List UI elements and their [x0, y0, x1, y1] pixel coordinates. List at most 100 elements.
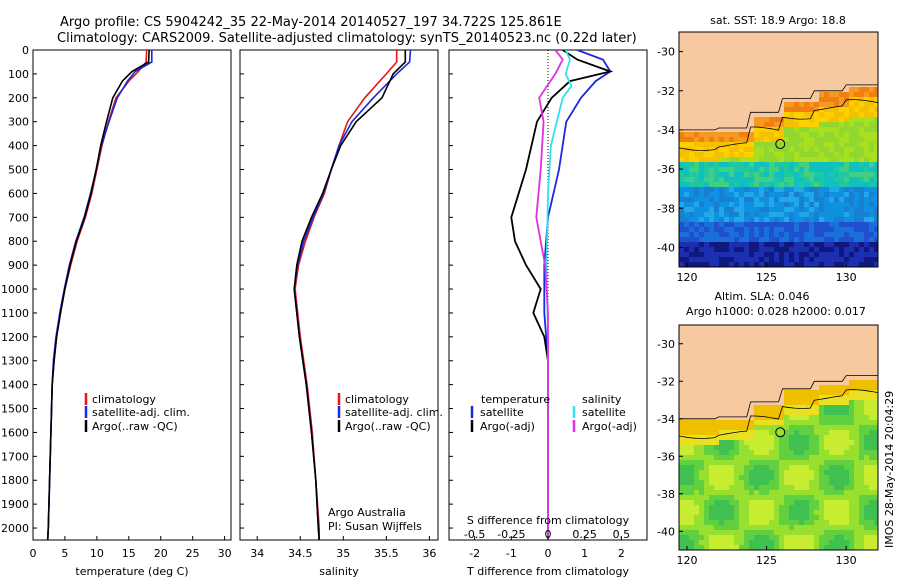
map-cell [794, 197, 799, 202]
map-cell [769, 360, 774, 365]
map-cell [779, 132, 784, 137]
map-cell [689, 505, 694, 510]
map-cell [724, 32, 729, 37]
map-cell [854, 410, 859, 415]
map-cell [754, 92, 759, 97]
map-cell [689, 187, 694, 192]
map-cell [849, 335, 854, 340]
map-cell [774, 192, 779, 197]
map-cell [714, 232, 719, 237]
map-cell [804, 360, 809, 365]
map-cell [739, 495, 744, 500]
map-cell [809, 485, 814, 490]
map-cell [834, 375, 839, 380]
map-cell [779, 242, 784, 247]
map-cell [759, 400, 764, 405]
map-cell [689, 167, 694, 172]
map-cell [809, 370, 814, 375]
map-cell [709, 500, 714, 505]
map-cell [704, 535, 709, 540]
map-cell [759, 227, 764, 232]
map-cell [814, 325, 819, 330]
map-cell [839, 350, 844, 355]
map-cell [859, 162, 864, 167]
map-cell [839, 202, 844, 207]
map-cell [754, 410, 759, 415]
map-cell [744, 32, 749, 37]
map-cell [794, 435, 799, 440]
map-cell [789, 187, 794, 192]
map-cell [819, 102, 824, 107]
map-cell [694, 460, 699, 465]
map-cell [794, 52, 799, 57]
map-cell [779, 217, 784, 222]
map-cell [799, 67, 804, 72]
map-cell [764, 450, 769, 455]
map-cell [719, 242, 724, 247]
map-cell [739, 355, 744, 360]
map-cell [729, 37, 734, 42]
map-cell [689, 450, 694, 455]
map-cell [714, 87, 719, 92]
map-cell [734, 32, 739, 37]
map-cell [849, 112, 854, 117]
map-cell [749, 500, 754, 505]
map-cell [834, 82, 839, 87]
map-cell [744, 82, 749, 87]
map-cell [779, 485, 784, 490]
map-cell [709, 515, 714, 520]
map-cell [769, 450, 774, 455]
map-cell [809, 242, 814, 247]
map-cell [744, 430, 749, 435]
map-cell [779, 460, 784, 465]
map-cell [804, 172, 809, 177]
map-cell [839, 87, 844, 92]
map-cell [724, 122, 729, 127]
map-cell [689, 375, 694, 380]
map-cell [714, 520, 719, 525]
map-cell [684, 137, 689, 142]
map-cell [829, 540, 834, 545]
map-cell [814, 87, 819, 92]
sla-map-subtitle: Argo h1000: 0.028 h2000: 0.017 [686, 305, 866, 318]
map-cell [864, 117, 869, 122]
temperature-legend: climatology satellite-adj. clim. Argo(..… [84, 393, 190, 433]
map-cell [694, 232, 699, 237]
map-cell [769, 227, 774, 232]
map-cell [844, 52, 849, 57]
map-cell [699, 157, 704, 162]
map-cell [779, 435, 784, 440]
map-cell [829, 232, 834, 237]
map-cell [774, 237, 779, 242]
map-cell [874, 395, 878, 400]
map-cell [804, 420, 809, 425]
map-cell [834, 72, 839, 77]
depth-tick-label: 1500 [1, 403, 29, 416]
map-cell [714, 485, 719, 490]
map-cell [774, 77, 779, 82]
map-cell [694, 202, 699, 207]
map-cell [764, 152, 769, 157]
map-cell [784, 450, 789, 455]
map-cell [869, 162, 874, 167]
map-cell [739, 330, 744, 335]
map-cell [769, 400, 774, 405]
map-cell [809, 152, 814, 157]
map-cell [824, 147, 829, 152]
map-cell [824, 435, 829, 440]
map-cell [839, 112, 844, 117]
map-cell [849, 475, 854, 480]
map-cell [819, 117, 824, 122]
map-cell [774, 142, 779, 147]
map-cell [769, 212, 774, 217]
map-cell [874, 77, 878, 82]
map-cell [794, 390, 799, 395]
map-cell [829, 187, 834, 192]
map-cell [854, 510, 859, 515]
map-cell [719, 162, 724, 167]
map-cell [764, 395, 769, 400]
map-cell [709, 325, 714, 330]
map-cell [799, 435, 804, 440]
map-cell [769, 505, 774, 510]
